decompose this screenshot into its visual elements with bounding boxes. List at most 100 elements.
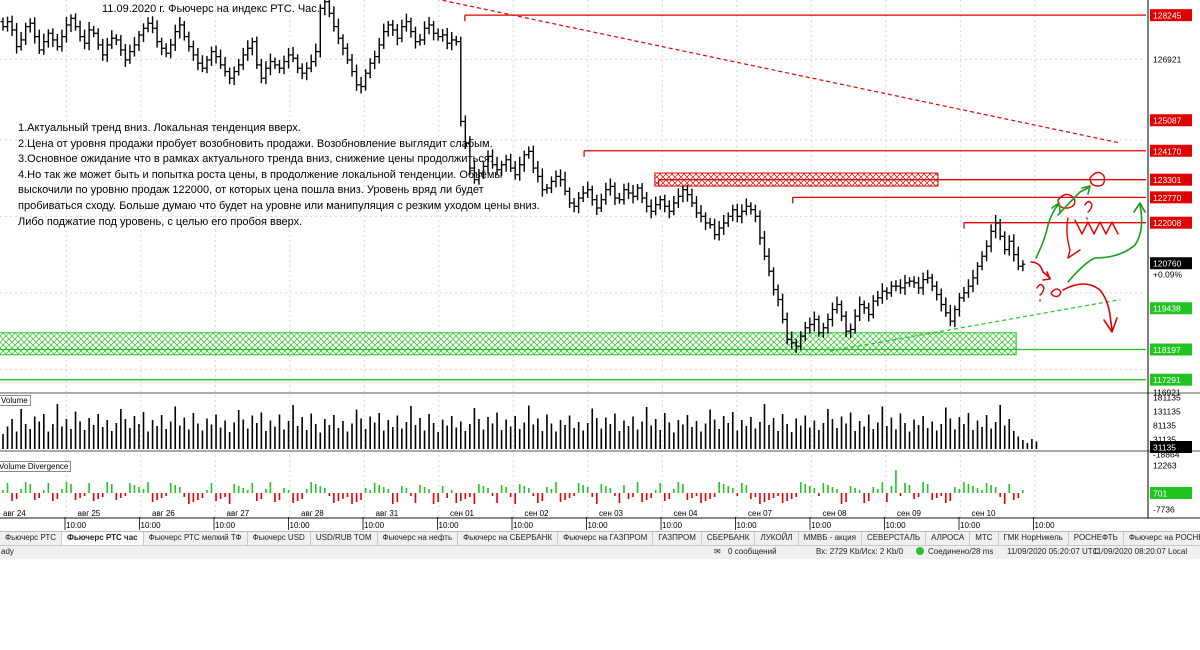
- tab-11[interactable]: ММВБ - акция: [799, 532, 862, 545]
- grid: [0, 0, 1146, 518]
- tab-1[interactable]: Фьючерс РТС час: [62, 532, 144, 545]
- ohlc-bar: [367, 58, 373, 79]
- time-label: 10:00: [737, 521, 758, 530]
- ohlc-bar: [113, 34, 119, 45]
- question-annotation: [1036, 283, 1045, 302]
- ohlc-bar: [975, 262, 981, 285]
- ohlc-bar: [1020, 260, 1026, 272]
- ohlc-bar: [594, 194, 600, 215]
- tab-9[interactable]: СБЕРБАНК: [702, 532, 756, 545]
- ohlc-bar: [258, 58, 264, 84]
- ohlc-bar: [780, 293, 786, 324]
- ohlc-bar: [703, 212, 709, 230]
- tab-10[interactable]: ЛУКОЙЛ: [755, 532, 799, 545]
- ohlc-bar: [879, 283, 885, 304]
- note-line: 4.Но так же может быть и попытка роста ц…: [18, 168, 503, 181]
- level-price-label-bg: [1150, 302, 1192, 315]
- divergence-label: Volume Divergence: [0, 461, 72, 472]
- ohlc-bar: [435, 28, 441, 41]
- ohlc-bar: [335, 18, 341, 45]
- ohlc-bar: [444, 27, 450, 50]
- trend-line: [438, 0, 1121, 144]
- arrowhead-annotation: [1081, 185, 1091, 195]
- tab-0[interactable]: Фьючерс РТС: [0, 532, 63, 545]
- status-bar: ady ✉ 0 сообщений Вх: 2729 Kb/Исх: 2 Kb/…: [0, 545, 1200, 559]
- tab-4[interactable]: USD/RUB TOM: [311, 532, 378, 545]
- ohlc-bar: [50, 28, 56, 47]
- tab-13[interactable]: АЛРОСА: [926, 532, 971, 545]
- question-annotation: [1084, 200, 1093, 220]
- ohlc-bar: [970, 269, 976, 293]
- messages-icon[interactable]: ✉: [714, 547, 721, 556]
- tab-2[interactable]: Фьючерс РТС мелкий ТФ: [144, 532, 248, 545]
- tab-3[interactable]: Фьючерс USD: [248, 532, 311, 545]
- ohlc-bar: [811, 311, 817, 332]
- ohlc-bar: [558, 169, 564, 187]
- time-label: 10:00: [364, 521, 385, 530]
- ohlc-bar: [562, 171, 568, 196]
- ohlc-bar: [431, 20, 437, 41]
- tab-17[interactable]: Фьючерс на РОСНЕФТЬ: [1124, 532, 1200, 545]
- ohlc-bar: [36, 29, 42, 54]
- ohlc-bar: [227, 67, 233, 85]
- time-label: 10:00: [811, 521, 832, 530]
- level-price-label: 118197: [1153, 345, 1181, 355]
- tab-8[interactable]: ГАЗПРОМ: [653, 532, 702, 545]
- ohlc-bar: [449, 31, 455, 51]
- volume-panel: [0, 392, 1200, 452]
- ohlc-bar: [231, 66, 237, 86]
- ohlc-bar: [943, 297, 949, 317]
- level-price-label: 122008: [1153, 218, 1182, 228]
- ohlc-bar: [426, 16, 432, 35]
- tab-15[interactable]: ГМК НорНикель: [999, 532, 1069, 545]
- ohlc-bar: [857, 296, 863, 322]
- ohlc-bar: [698, 205, 704, 223]
- up-arrow-annotation: [1035, 204, 1059, 259]
- arrowhead-annotation: [1133, 202, 1146, 213]
- tab-5[interactable]: Фьючерс на нефть: [378, 532, 459, 545]
- ohlc-bar: [181, 20, 187, 41]
- level-price-label-bg: [1150, 343, 1192, 356]
- date-label: сен 08: [823, 509, 848, 518]
- ohlc-bar: [1011, 234, 1017, 262]
- level-price-label-bg: [1150, 373, 1192, 386]
- ohlc-bar: [680, 185, 686, 203]
- tab-12[interactable]: СЕВЕРСТАЛЬ: [862, 532, 927, 545]
- level-price-label: 119438: [1153, 304, 1181, 314]
- note-line: выскочили по уровню продаж 122000, от ко…: [18, 184, 484, 197]
- ohlc-bar: [363, 69, 369, 91]
- ohlc-bar: [616, 193, 622, 204]
- ohlc-bar: [907, 277, 913, 287]
- ohlc-bar: [440, 28, 446, 42]
- ohlc-bar: [635, 184, 641, 201]
- ohlc-bar: [834, 296, 840, 314]
- ohlc-bar: [671, 196, 677, 216]
- note-line: 3.Основное ожидание что в рамках актуаль…: [18, 153, 493, 166]
- ohlc-bar: [141, 23, 147, 42]
- date-label: авг 27: [227, 509, 250, 518]
- ohlc-bar: [91, 25, 97, 38]
- ohlc-bar: [304, 62, 310, 81]
- time-label: 10:00: [439, 521, 460, 530]
- ohlc-bar: [861, 300, 867, 314]
- circle-annotation: [1050, 288, 1062, 298]
- date-label: авг 25: [78, 509, 101, 518]
- ohlc-bar: [585, 181, 591, 199]
- date-label: сен 09: [897, 509, 922, 518]
- ohlc-bar: [172, 24, 178, 51]
- ohlc-bar: [662, 194, 668, 213]
- ohlc-bar: [580, 186, 586, 203]
- tab-6[interactable]: Фьючерс на СБЕРБАНК: [458, 532, 559, 545]
- ohlc-bar: [621, 183, 627, 205]
- volume-tick: -18864: [1153, 450, 1180, 460]
- tab-14[interactable]: МТС: [970, 532, 999, 545]
- tab-16[interactable]: РОСНЕФТЬ: [1069, 532, 1124, 545]
- ohlc-bar: [684, 184, 690, 202]
- status-local-time: 11/09/2020 08:20:07 Local: [1093, 547, 1188, 556]
- ohlc-bar: [607, 178, 613, 196]
- divergence-last-label: 701: [1153, 489, 1167, 499]
- ohlc-bar: [358, 76, 364, 94]
- ohlc-bar: [412, 26, 418, 49]
- tab-7[interactable]: Фьючерс на ГАЗПРОМ: [558, 532, 654, 545]
- time-label: 10:00: [1035, 521, 1056, 530]
